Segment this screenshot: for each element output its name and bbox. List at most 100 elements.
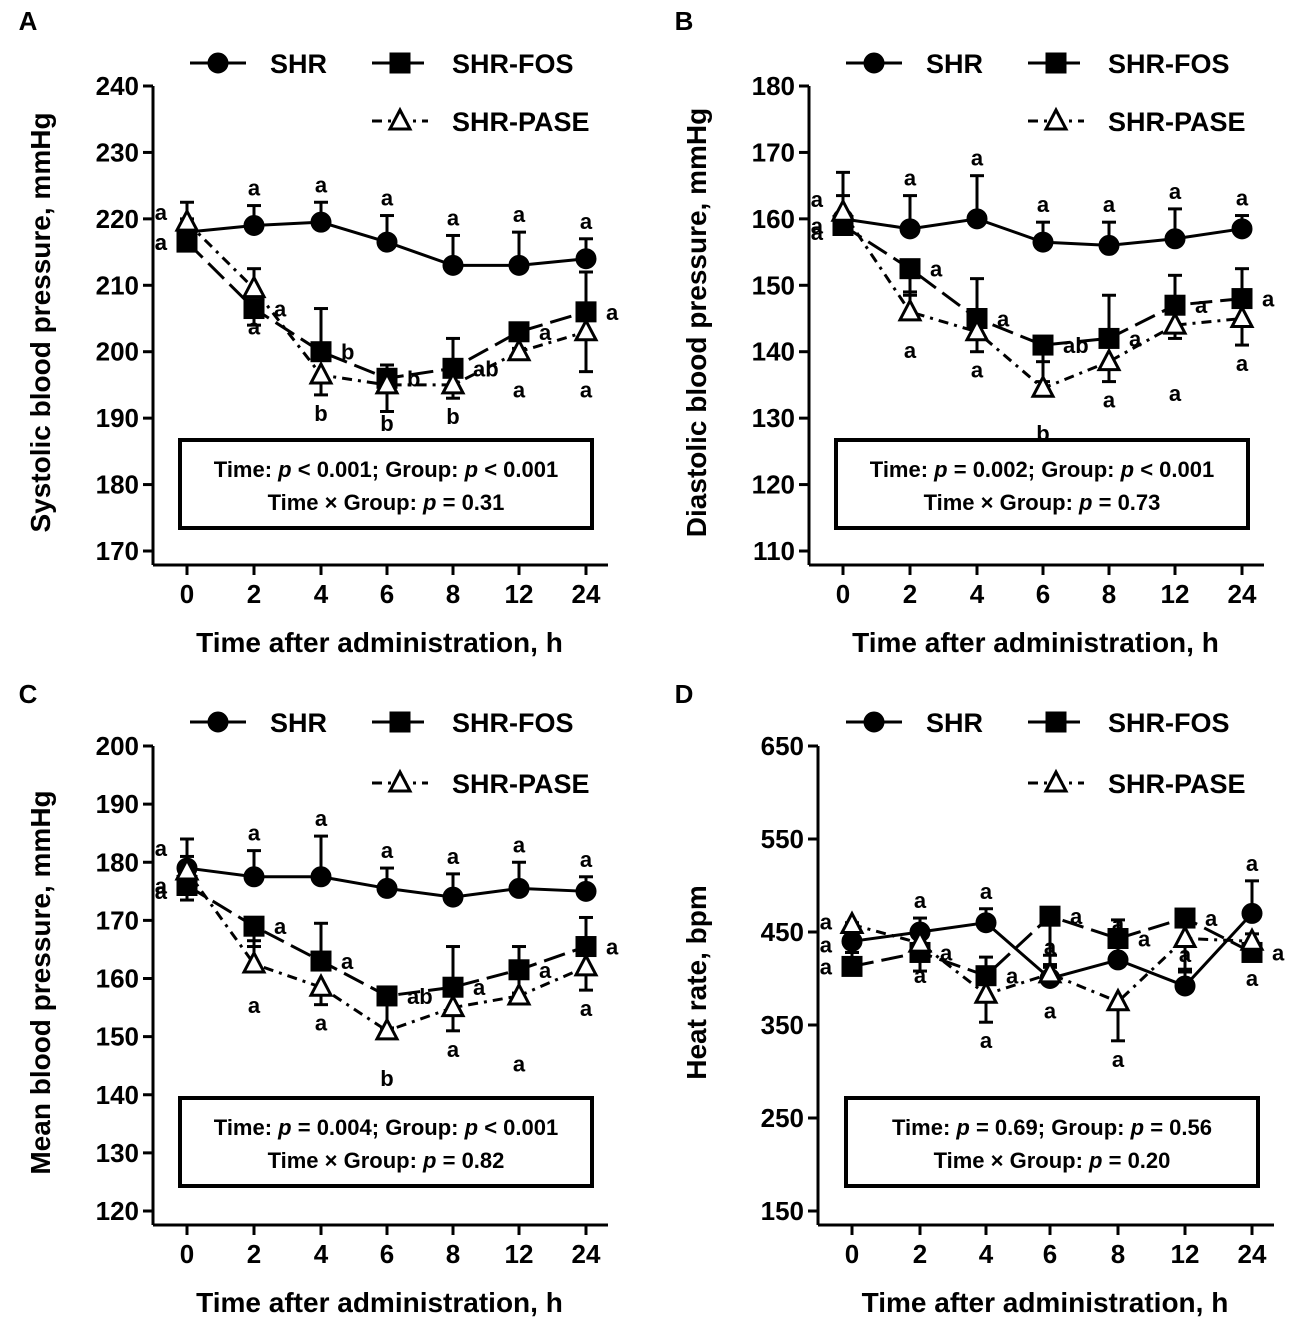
y-axis-label: Diastolic blood pressure, mmHg	[681, 108, 712, 537]
legend-label: SHR-PASE	[452, 107, 590, 137]
data-point	[899, 218, 921, 240]
stats-line-2: Time × Group: p = 0.20	[934, 1148, 1171, 1173]
stats-box: Time: p < 0.001; Group: p < 0.001 Time × …	[178, 438, 594, 530]
x-tick-label: 4	[314, 1239, 329, 1269]
significance-label: a	[904, 338, 917, 363]
data-point	[308, 972, 334, 997]
significance-label: a	[274, 297, 287, 322]
data-point	[1098, 327, 1120, 349]
significance-label: a	[248, 176, 261, 201]
data-point	[243, 298, 265, 320]
panel-letter: B	[675, 6, 694, 36]
stats-text: p	[464, 457, 478, 482]
significance-label: a	[341, 949, 354, 974]
legend-item-fos: SHR-FOS	[1028, 49, 1230, 79]
significance-label: b	[446, 404, 459, 429]
y-tick-label: 350	[761, 1010, 804, 1040]
stats-text: Time:	[214, 1115, 278, 1140]
y-tick-label: 220	[96, 204, 139, 234]
legend-label: SHR	[270, 49, 327, 79]
data-point	[1107, 928, 1129, 950]
significance-label: a	[580, 209, 593, 234]
stats-box: Time: p = 0.004; Group: p < 0.001 Time × …	[178, 1096, 594, 1188]
data-point	[241, 274, 267, 299]
stats-text: Time:	[214, 457, 278, 482]
x-tick-label: 24	[572, 1239, 601, 1269]
data-point	[897, 297, 923, 322]
data-point	[1096, 347, 1122, 372]
significance-label: a	[513, 202, 526, 227]
y-tick-label: 190	[96, 789, 139, 819]
significance-label: a	[447, 844, 460, 869]
stats-text: p	[1130, 1115, 1144, 1140]
y-tick-label: 200	[96, 731, 139, 761]
y-tick-label: 150	[761, 1196, 804, 1226]
y-tick-label: 130	[96, 1138, 139, 1168]
significance-label: a	[940, 940, 953, 965]
data-point	[374, 370, 400, 395]
y-tick-label: 450	[761, 917, 804, 947]
y-tick-label: 170	[752, 137, 795, 167]
significance-label: a	[980, 879, 993, 904]
y-tick-label: 150	[752, 270, 795, 300]
stats-text: p	[933, 457, 947, 482]
data-point	[1032, 334, 1054, 356]
data-point	[374, 1016, 400, 1041]
x-tick-label: 8	[446, 1239, 460, 1269]
legend-marker	[1043, 106, 1069, 131]
data-point	[1030, 374, 1056, 398]
legend-marker	[863, 711, 885, 733]
legend-label: SHR-FOS	[452, 708, 574, 738]
significance-label: a	[155, 879, 168, 904]
legend-item-fos: SHR-FOS	[372, 49, 574, 79]
significance-label: a	[473, 975, 486, 1000]
legend-marker	[389, 711, 411, 733]
stats-text: Time × Group:	[268, 490, 423, 515]
panel-letter: A	[19, 6, 38, 36]
significance-label: a	[381, 838, 394, 863]
x-tick-label: 0	[836, 579, 850, 609]
x-axis-label: Time after administration, h	[196, 627, 563, 658]
legend-item-pase: SHR-PASE	[1028, 106, 1246, 137]
legend-marker	[863, 52, 885, 74]
significance-label: a	[1103, 192, 1116, 217]
panel-letter: D	[675, 679, 694, 709]
data-point	[1172, 924, 1198, 949]
significance-label: a	[811, 220, 824, 245]
y-tick-label: 180	[96, 847, 139, 877]
data-point	[1164, 228, 1186, 250]
x-axis-label: Time after administration, h	[196, 1287, 563, 1318]
significance-label: a	[606, 300, 619, 325]
x-tick-label: 24	[1228, 579, 1257, 609]
x-tick-label: 8	[1102, 579, 1116, 609]
y-tick-label: 170	[96, 905, 139, 935]
y-tick-label: 110	[753, 536, 795, 566]
significance-label: a	[248, 993, 261, 1018]
stats-line-2: Time × Group: p = 0.73	[924, 490, 1161, 515]
significance-label: a	[1246, 851, 1259, 876]
data-point	[243, 215, 265, 236]
stats-text: Time:	[892, 1115, 956, 1140]
data-point	[1037, 959, 1063, 984]
significance-label: a	[1037, 192, 1050, 217]
y-tick-label: 180	[96, 470, 139, 500]
significance-label: a	[997, 307, 1010, 332]
significance-label: a	[1138, 927, 1151, 952]
legend-item-fos: SHR-FOS	[372, 708, 574, 738]
y-axis-label: Systolic blood pressure, mmHg	[25, 112, 56, 532]
data-point	[243, 866, 265, 888]
y-tick-label: 190	[96, 403, 139, 433]
data-point	[440, 370, 466, 395]
legend-marker	[1043, 768, 1069, 793]
data-point	[310, 866, 332, 888]
significance-label: a	[1195, 293, 1208, 318]
legend-item-shr: SHR	[190, 708, 327, 738]
significance-label: a	[1246, 966, 1259, 991]
stats-text: p	[464, 1115, 478, 1140]
significance-label: b	[314, 401, 327, 426]
x-tick-label: 12	[1161, 579, 1190, 609]
legend-item-pase: SHR-PASE	[1028, 768, 1246, 799]
